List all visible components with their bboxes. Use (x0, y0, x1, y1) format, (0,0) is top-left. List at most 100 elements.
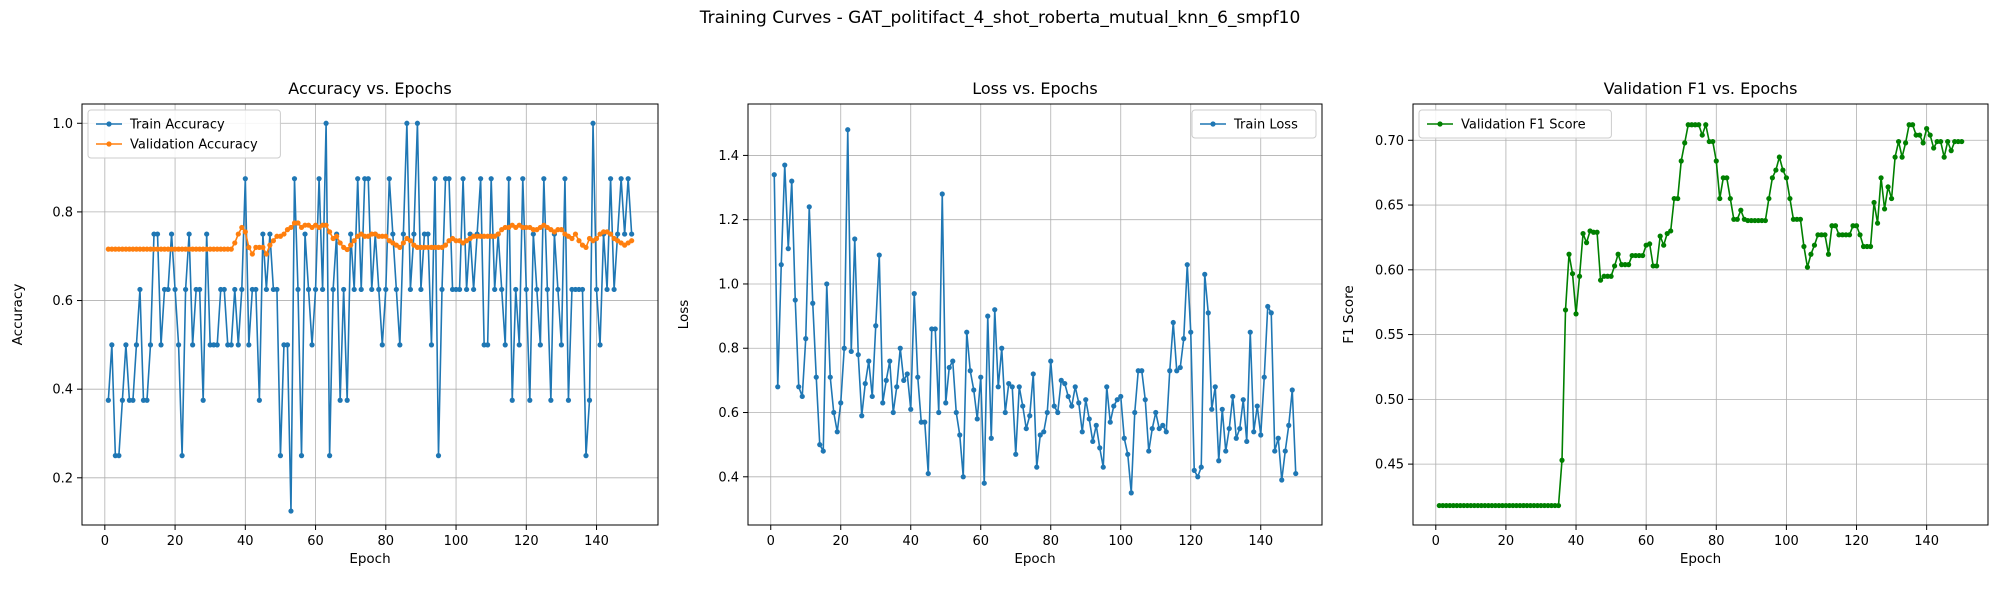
x-tick-label: 20 (167, 534, 184, 549)
data-point (147, 342, 154, 348)
axes-frame (81, 103, 659, 526)
data-point (824, 281, 830, 287)
data-point (260, 231, 266, 237)
data-point (555, 286, 561, 293)
data-point (435, 453, 442, 459)
data-point (1566, 251, 1572, 257)
data-point (1668, 228, 1674, 234)
data-point (1258, 432, 1264, 438)
data-point (607, 176, 614, 182)
data-point (593, 286, 600, 293)
data-point (813, 374, 819, 380)
data-point (1783, 175, 1789, 181)
data-point (456, 286, 463, 293)
data-point (1594, 229, 1600, 235)
data-point (1149, 425, 1155, 432)
data-point (1559, 457, 1565, 463)
legend-swatch-marker (1437, 121, 1443, 127)
data-point (1780, 167, 1786, 173)
data-point (1675, 195, 1681, 202)
data-point (1282, 448, 1288, 454)
data-point (411, 231, 417, 237)
data-point (1822, 232, 1828, 238)
data-point (1170, 319, 1176, 326)
data-point (1230, 393, 1236, 400)
data-point (1808, 251, 1814, 257)
data-point (488, 176, 494, 182)
data-point (291, 176, 298, 182)
data-point (915, 374, 921, 380)
data-point (274, 286, 280, 293)
y-tick-label: 0.4 (52, 383, 73, 398)
data-point (270, 238, 277, 244)
data-point (1097, 445, 1103, 451)
data-point (558, 342, 565, 348)
data-point (509, 397, 515, 403)
data-point (1608, 273, 1614, 279)
data-point (1195, 474, 1201, 480)
data-point (1128, 490, 1134, 496)
y-tick-label: 0.65 (1375, 199, 1404, 214)
data-point (1811, 242, 1818, 248)
data-point (495, 231, 501, 237)
data-point (1237, 425, 1243, 432)
y-tick-label: 0.70 (1375, 134, 1404, 149)
y-tick-label: 0.45 (1375, 458, 1404, 473)
data-point (579, 286, 586, 293)
data-point (1107, 419, 1113, 425)
data-point (506, 176, 512, 182)
data-point (1580, 230, 1586, 237)
data-point (855, 352, 861, 358)
data-point (583, 244, 589, 250)
data-point (133, 342, 140, 348)
x-tick-label: 40 (902, 534, 919, 549)
data-point (1219, 406, 1225, 412)
data-point (1696, 122, 1702, 128)
data-point (618, 176, 624, 182)
data-point (1086, 416, 1092, 422)
data-point (355, 176, 361, 182)
data-point (1885, 184, 1891, 190)
data-point (1223, 448, 1229, 454)
data-point (1920, 140, 1926, 146)
data-point (593, 235, 600, 242)
data-point (105, 397, 111, 403)
data-point (109, 342, 115, 348)
data-point (1710, 138, 1716, 145)
data-point (330, 286, 336, 293)
data-point (866, 358, 872, 364)
data-point (615, 231, 621, 237)
data-point (344, 246, 350, 253)
data-point (1699, 132, 1705, 138)
y-axis-label: Accuracy (10, 284, 26, 346)
data-point (810, 300, 816, 306)
data-point (1205, 310, 1211, 316)
x-tick-label: 140 (1248, 534, 1273, 549)
data-point (534, 286, 540, 293)
data-point (1892, 154, 1898, 160)
x-tick-label: 140 (584, 534, 609, 549)
legend-label: Train Accuracy (129, 118, 225, 133)
data-point (845, 127, 851, 133)
data-point (995, 384, 1001, 390)
legend-swatch-marker (1210, 121, 1216, 127)
data-point (586, 397, 593, 403)
data-point (894, 384, 900, 390)
data-point (625, 176, 631, 182)
data-point (1016, 384, 1022, 390)
data-point (1924, 126, 1930, 132)
data-point (235, 231, 241, 237)
x-tick-label: 40 (237, 534, 254, 549)
data-point (281, 231, 287, 237)
y-tick-label: 0.8 (52, 205, 73, 220)
data-point (1927, 132, 1933, 138)
data-point (629, 231, 635, 237)
data-point (1899, 154, 1905, 160)
data-point (200, 397, 206, 403)
data-point (1888, 195, 1895, 202)
data-point (263, 286, 269, 293)
y-tick-label: 0.60 (1375, 263, 1404, 278)
data-point (369, 286, 375, 293)
data-point (172, 286, 178, 293)
